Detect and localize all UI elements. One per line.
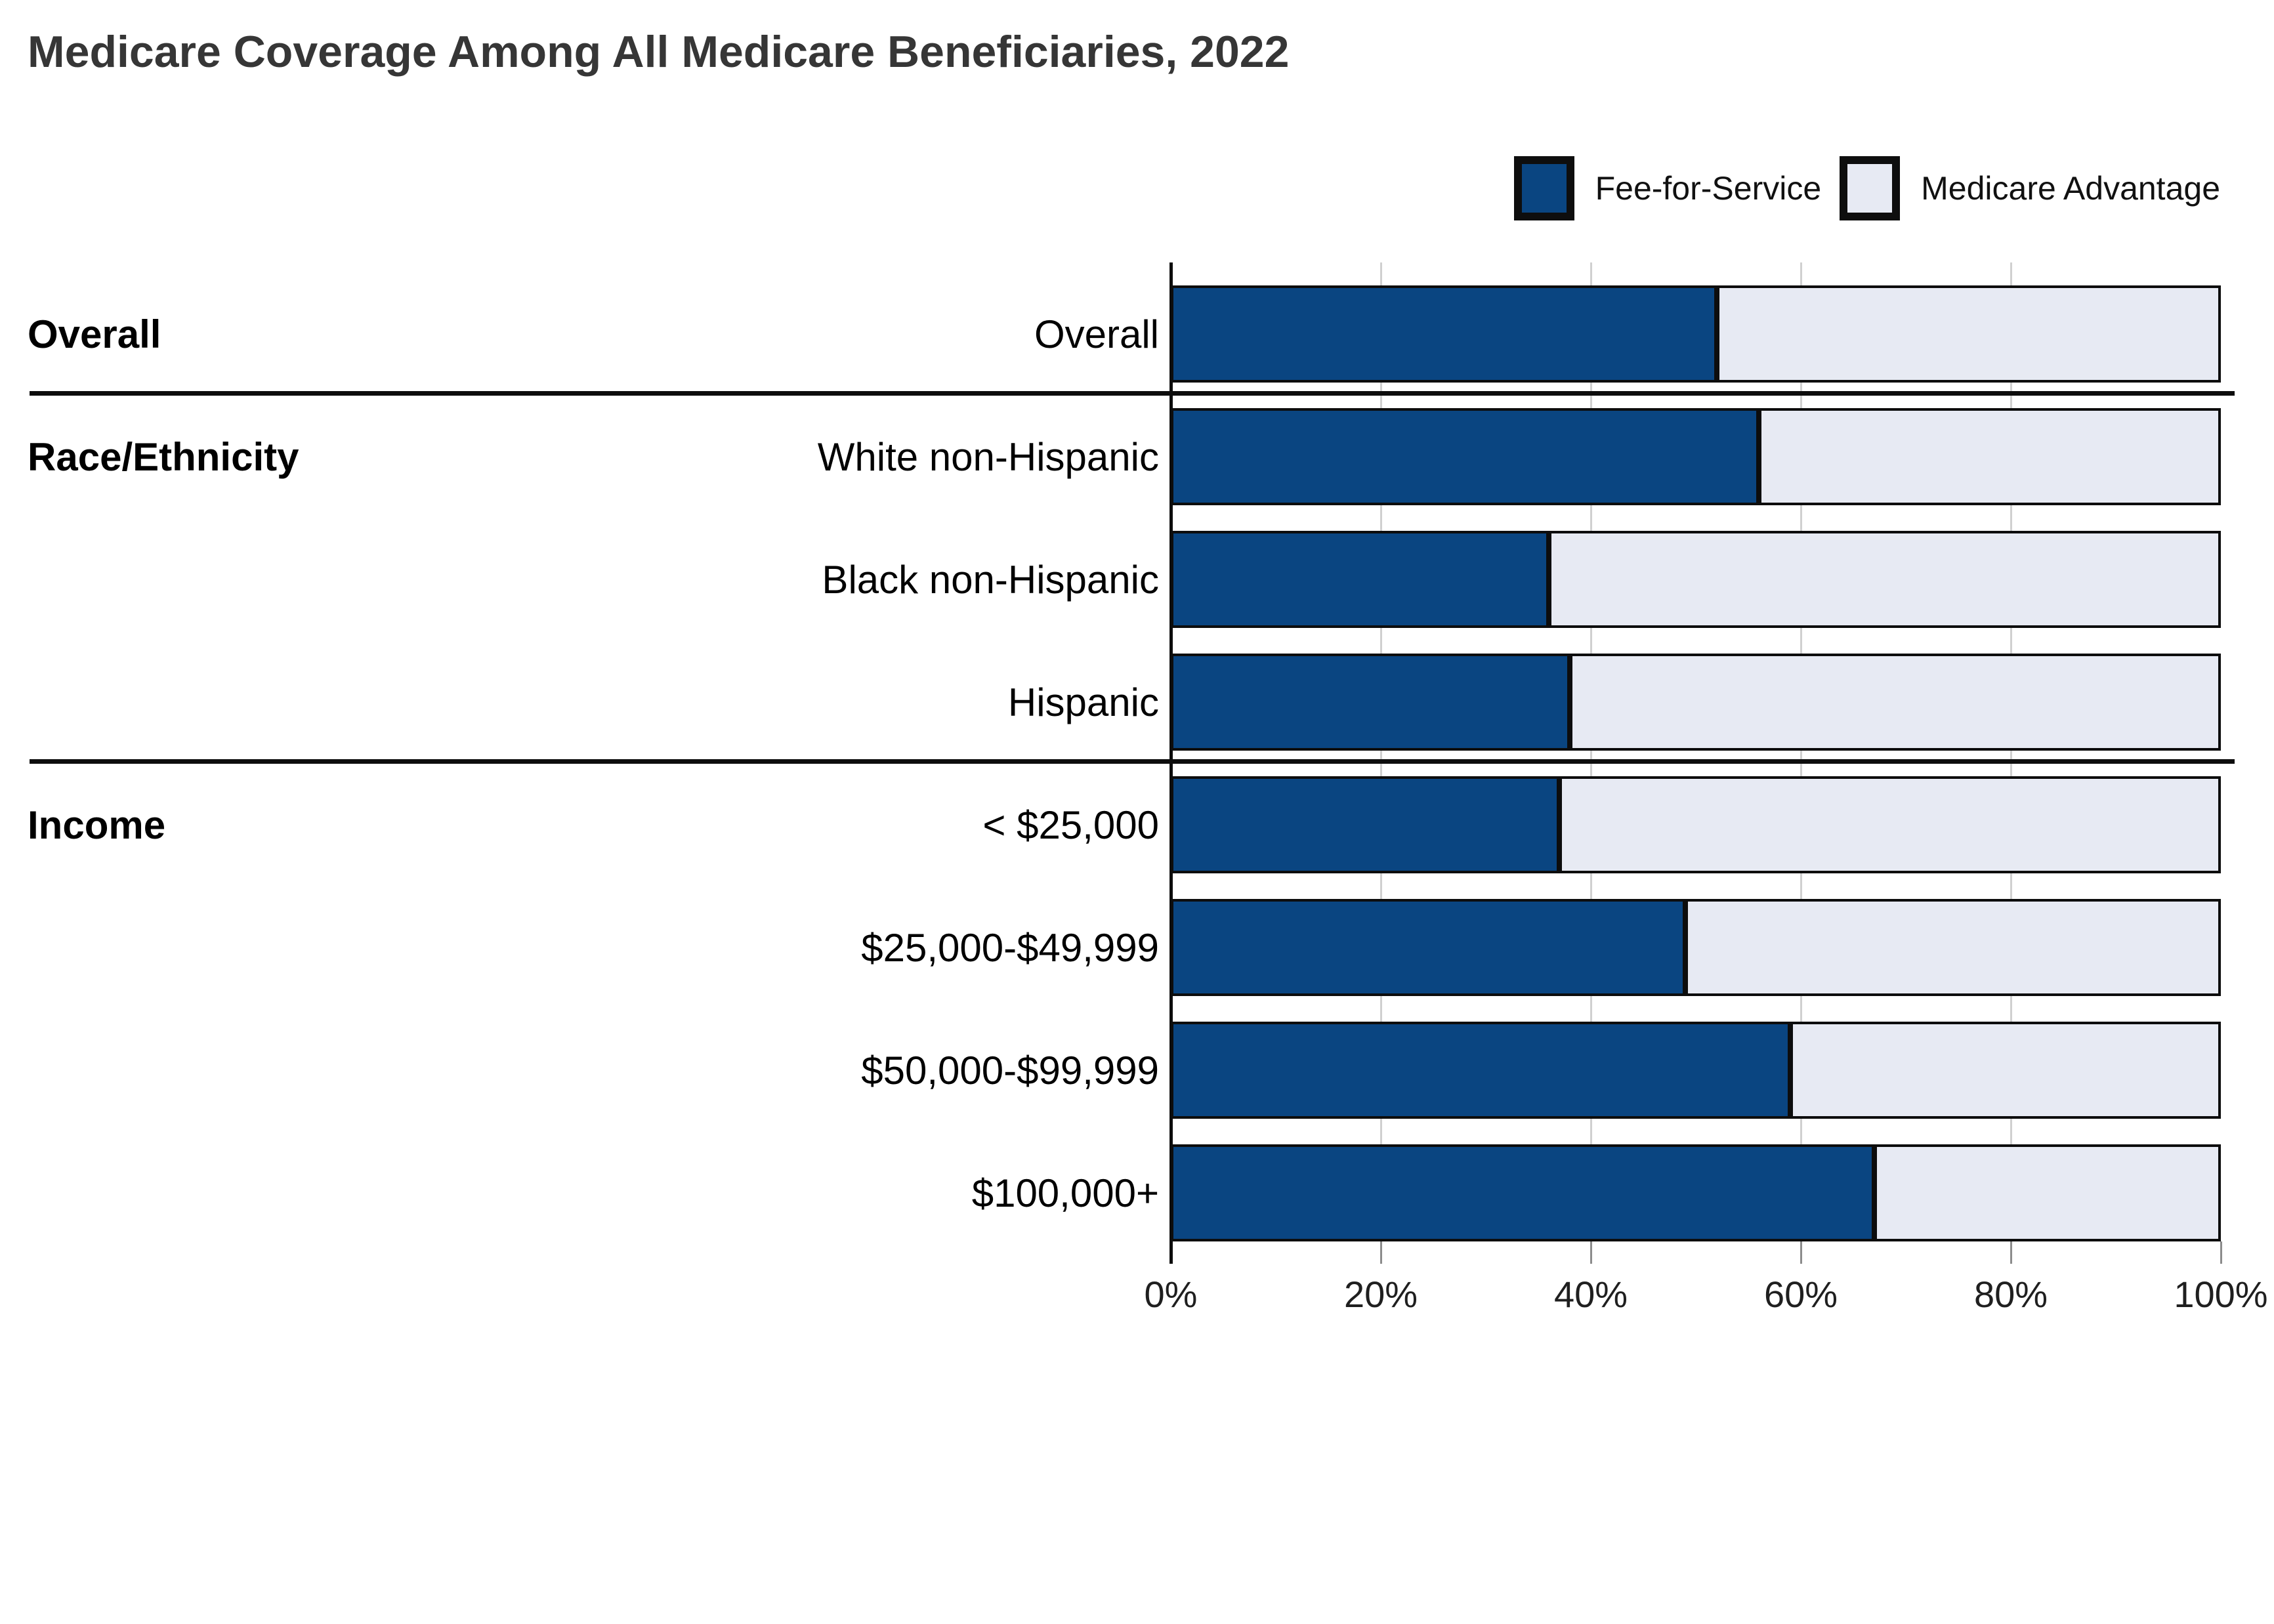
bar-segment-medicare-advantage: [1874, 1144, 2221, 1241]
axis-tick-label: 40%: [1553, 1274, 1628, 1315]
axis-tick: [1380, 1241, 1382, 1264]
chart-title: Medicare Coverage Among All Medicare Ben…: [28, 27, 1290, 77]
axis-tick: [2010, 1241, 2012, 1264]
legend-item-fee-for-service: Fee-for-Service: [1513, 156, 1822, 220]
bar-row: [1171, 285, 2221, 383]
row-label: $50,000-$99,999: [861, 1048, 1159, 1093]
gridline: [2010, 262, 2012, 1241]
bar-segment-fee-for-service: [1171, 531, 1549, 628]
axis-tick-label: 20%: [1343, 1274, 1418, 1315]
row-label: Hispanic: [1007, 680, 1159, 724]
bar-segment-medicare-advantage: [1559, 776, 2221, 873]
bar-row: [1171, 776, 2221, 873]
axis-tick: [1800, 1241, 1802, 1264]
bar-row: [1171, 1022, 2221, 1119]
group-label: Overall: [28, 312, 161, 356]
gridline: [1590, 262, 1592, 1241]
legend-swatch-medicare-advantage-icon: [1840, 156, 1901, 220]
row-label: $100,000+: [971, 1171, 1159, 1215]
bar-row: [1171, 1144, 2221, 1241]
axis-tick-label: 80%: [1973, 1274, 2048, 1315]
bar-segment-medicare-advantage: [1685, 899, 2221, 996]
legend-label-medicare-advantage: Medicare Advantage: [1921, 170, 2220, 207]
row-label: $25,000-$49,999: [861, 925, 1159, 970]
group-separator: [30, 391, 2235, 396]
axis-line: [1169, 262, 1173, 1264]
row-label: Black non-Hispanic: [822, 557, 1159, 602]
bar-segment-fee-for-service: [1171, 285, 1717, 383]
bar-segment-medicare-advantage: [1790, 1022, 2221, 1119]
group-label: Income: [28, 802, 166, 847]
row-label: White non-Hispanic: [817, 434, 1159, 479]
gridline: [1800, 262, 1802, 1241]
axis-tick-label: 100%: [2174, 1274, 2268, 1315]
axis-tick: [2220, 1241, 2222, 1264]
gridline: [1380, 262, 1382, 1241]
bar-segment-fee-for-service: [1171, 408, 1759, 505]
bar-segment-fee-for-service: [1171, 1144, 1874, 1241]
row-label: Overall: [1034, 312, 1159, 356]
bar-row: [1171, 408, 2221, 505]
bar-row: [1171, 899, 2221, 996]
bar-segment-medicare-advantage: [1759, 408, 2221, 505]
axis-tick: [1590, 1241, 1592, 1264]
bar-segment-medicare-advantage: [1549, 531, 2221, 628]
axis-tick-label: 0%: [1144, 1274, 1198, 1315]
bar-segment-fee-for-service: [1171, 899, 1685, 996]
group-separator: [30, 759, 2235, 764]
bar-segment-medicare-advantage: [1717, 285, 2221, 383]
bar-segment-medicare-advantage: [1570, 654, 2221, 751]
row-label: < $25,000: [982, 802, 1159, 847]
legend: Fee-for-Service Medicare Advantage: [1513, 156, 2220, 220]
bar-segment-fee-for-service: [1171, 776, 1559, 873]
axis-tick-label: 60%: [1763, 1274, 1838, 1315]
group-label: Race/Ethnicity: [28, 434, 299, 479]
bar-segment-fee-for-service: [1171, 1022, 1790, 1119]
legend-swatch-fee-for-service-icon: [1513, 156, 1574, 220]
legend-label-fee-for-service: Fee-for-Service: [1595, 170, 1822, 207]
bar-row: [1171, 654, 2221, 751]
bar-row: [1171, 531, 2221, 628]
legend-item-medicare-advantage: Medicare Advantage: [1840, 156, 2220, 220]
bar-segment-fee-for-service: [1171, 654, 1570, 751]
